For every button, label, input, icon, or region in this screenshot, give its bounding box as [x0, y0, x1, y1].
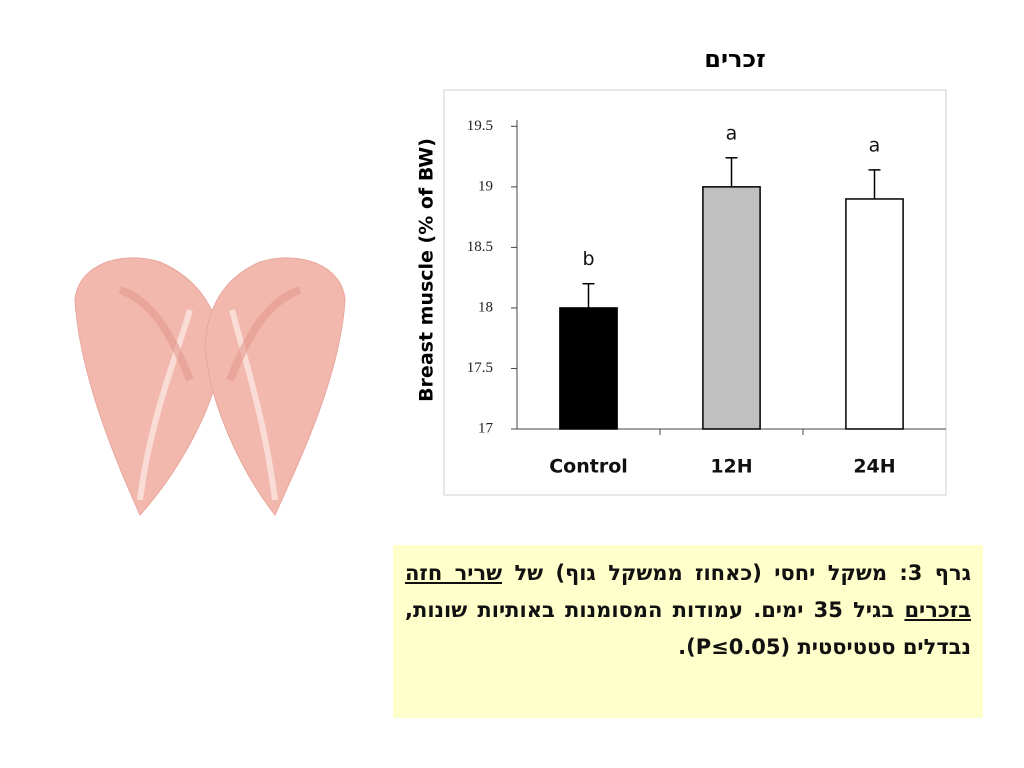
y-tick-label: 18.5 — [467, 239, 493, 255]
y-tick-label: 17 — [478, 420, 494, 436]
y-axis-label: Breast muscle (% of BW) — [416, 138, 438, 402]
x-tick-label: 24H — [853, 456, 895, 478]
caption-underlined: שריר חזה בזכרים — [405, 561, 971, 622]
breast-image — [74, 257, 346, 516]
shade — [118, 286, 194, 382]
breast-fillet-right — [204, 257, 346, 516]
caption-text: בגיל 35 ימים. עמודות המסומנות באותיות שו… — [405, 598, 971, 659]
x-tick-label: Control — [549, 456, 628, 478]
bar — [559, 307, 618, 430]
y-tick-label: 19 — [478, 178, 493, 194]
bar — [845, 198, 904, 430]
caption: גרף 3: משקל יחסי (כאחוז ממשקל גוף) של שר… — [393, 545, 983, 718]
highlight — [229, 309, 278, 501]
caption-text: גרף 3: משקל יחסי (כאחוז ממשקל גוף) של — [514, 561, 972, 585]
significance-letter: a — [726, 122, 738, 144]
breast-fillet-left — [74, 257, 223, 516]
chart-frame — [443, 89, 947, 496]
bar — [702, 186, 761, 430]
y-tick-label: 19.5 — [467, 118, 493, 134]
significance-letter: b — [582, 248, 594, 270]
highlight — [137, 309, 193, 501]
x-tick-label: 12H — [710, 456, 752, 478]
significance-letter: a — [869, 134, 881, 156]
chart-title: זכרים — [704, 45, 765, 73]
y-tick-label: 17.5 — [467, 360, 493, 376]
y-tick-label: 18 — [478, 299, 493, 315]
shade — [226, 286, 302, 382]
